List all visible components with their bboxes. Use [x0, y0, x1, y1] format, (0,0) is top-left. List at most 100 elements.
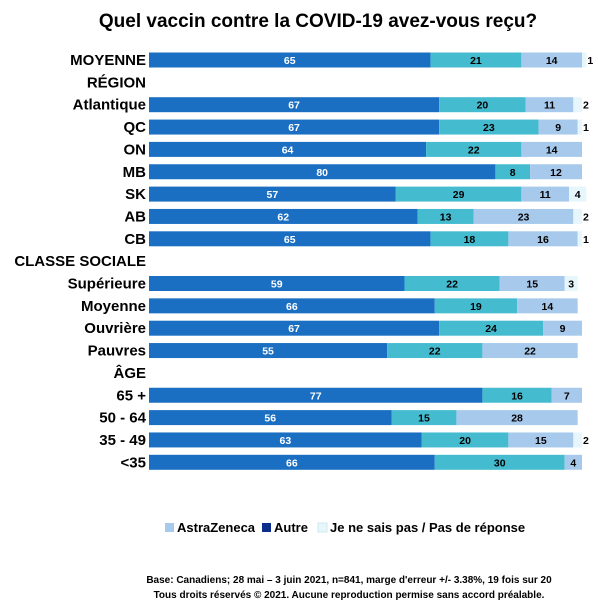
data-label: 19 — [470, 301, 482, 313]
bar-row: 35 - 49 63 20 15 2 — [99, 432, 589, 449]
row-group-header: CLASSE SOCIALE — [14, 253, 146, 270]
bar-row: MOYENNE 65 21 14 1 — [70, 52, 593, 69]
data-label: 21 — [470, 55, 482, 67]
data-label: 67 — [288, 100, 300, 112]
data-label: 14 — [546, 55, 558, 67]
data-label: 11 — [544, 100, 555, 112]
row-label: SK — [125, 186, 146, 203]
bar-row: <35 66 30 4 — [121, 454, 582, 471]
data-label: 9 — [555, 122, 561, 134]
bar-segment-1 — [149, 208, 418, 224]
bar-segment-2 — [421, 432, 509, 448]
bar-segment-1 — [149, 432, 422, 448]
data-label: 23 — [518, 211, 530, 223]
bar-segment-4 — [573, 208, 582, 224]
bar-segment-4 — [564, 276, 578, 291]
bar-segment-2 — [439, 119, 539, 135]
bar-row: 50 - 64 56 15 28 — [99, 410, 578, 427]
chart-title: Quel vaccin contre la COVID-19 avez-vous… — [99, 11, 537, 32]
data-label: 15 — [535, 435, 547, 447]
bar-segment-1 — [149, 387, 483, 403]
bar-segment-1 — [149, 343, 388, 359]
bar-segment-3 — [521, 186, 570, 202]
bar-segment-3 — [521, 141, 582, 157]
data-label: 14 — [546, 144, 558, 156]
bar-segment-4 — [582, 52, 587, 68]
bar-segment-3 — [508, 231, 578, 247]
bar-row: Supérieure 59 22 15 3 — [68, 276, 578, 293]
bar-row: 65 + 77 16 7 — [116, 387, 582, 404]
bar-segment-2 — [482, 387, 552, 403]
data-label: 16 — [511, 390, 523, 402]
bar-segment-3 — [508, 432, 574, 448]
group-header-label: CLASSE SOCIALE — [14, 253, 146, 270]
data-label: 66 — [286, 457, 298, 469]
legend: AstraZeneca Autre Je ne sais pas / Pas de … — [165, 520, 525, 535]
data-label: 64 — [282, 144, 294, 156]
data-label: 13 — [440, 211, 452, 223]
bar-segment-2 — [434, 454, 565, 470]
bar-segment-3 — [482, 343, 578, 359]
data-label: 1 — [583, 234, 589, 246]
row-label: Atlantique — [73, 97, 146, 114]
bar-segment-3 — [517, 298, 578, 314]
bar-segment-3 — [499, 276, 565, 291]
footnote-line-2: Tous droits réservés © 2021. Aucune repr… — [154, 590, 545, 601]
data-label: 20 — [459, 435, 471, 447]
data-label: 56 — [264, 413, 276, 425]
data-label: 2 — [583, 211, 589, 223]
data-label: 23 — [483, 122, 495, 134]
row-label: MB — [123, 164, 146, 181]
data-label: 15 — [418, 413, 430, 425]
data-label: 22 — [524, 346, 536, 358]
data-label: 11 — [540, 189, 551, 201]
bar-segment-1 — [149, 141, 427, 157]
data-label: 67 — [288, 122, 300, 134]
bar-row: Moyenne 66 19 14 — [81, 298, 578, 315]
data-label: 9 — [560, 323, 566, 335]
data-label: 63 — [280, 435, 292, 447]
bar-segment-2 — [430, 52, 522, 68]
data-label: 7 — [564, 390, 570, 402]
data-label: 22 — [429, 346, 441, 358]
bar-row: ON 64 22 14 — [124, 141, 582, 158]
bar-segment-2 — [439, 320, 544, 336]
bar-segment-3 — [551, 387, 582, 403]
group-header-label: RÉGION — [87, 74, 146, 91]
row-label: 50 - 64 — [99, 410, 146, 427]
data-label: 22 — [446, 279, 458, 291]
row-label: ON — [124, 141, 147, 158]
row-label: Moyenne — [81, 298, 146, 315]
data-label: 66 — [286, 301, 298, 313]
bar-segment-2 — [391, 410, 457, 426]
bar-segment-1 — [149, 410, 392, 426]
bar-segment-3 — [473, 208, 574, 224]
bar-segment-3 — [456, 410, 578, 426]
bar-segment-4 — [573, 432, 582, 448]
bar-segment-2 — [395, 186, 522, 202]
group-header-label: ÂGE — [113, 364, 146, 382]
row-label: 35 - 49 — [99, 432, 146, 449]
bar-row: MB 80 8 12 — [123, 164, 582, 181]
bar-segment-2 — [434, 298, 518, 314]
data-label: 20 — [477, 100, 489, 112]
legend-label: Je ne sais pas / Pas de réponse — [330, 520, 525, 535]
legend-swatch — [262, 523, 271, 532]
bar-segment-1 — [149, 52, 431, 68]
bar-row: Atlantique 67 20 11 2 — [73, 97, 589, 114]
data-label: 3 — [568, 279, 574, 291]
row-label: <35 — [121, 454, 146, 471]
data-label: 28 — [511, 413, 523, 425]
data-label: 62 — [277, 211, 289, 223]
data-label: 65 — [284, 234, 296, 246]
data-label: 18 — [464, 234, 476, 246]
bar-segment-3 — [543, 320, 582, 336]
data-label: 59 — [271, 279, 283, 291]
row-group-header: RÉGION — [87, 74, 146, 91]
bar-segment-1 — [149, 97, 440, 113]
data-label: 12 — [550, 167, 562, 179]
bar-segment-4 — [577, 231, 582, 247]
data-label: 80 — [316, 167, 328, 179]
